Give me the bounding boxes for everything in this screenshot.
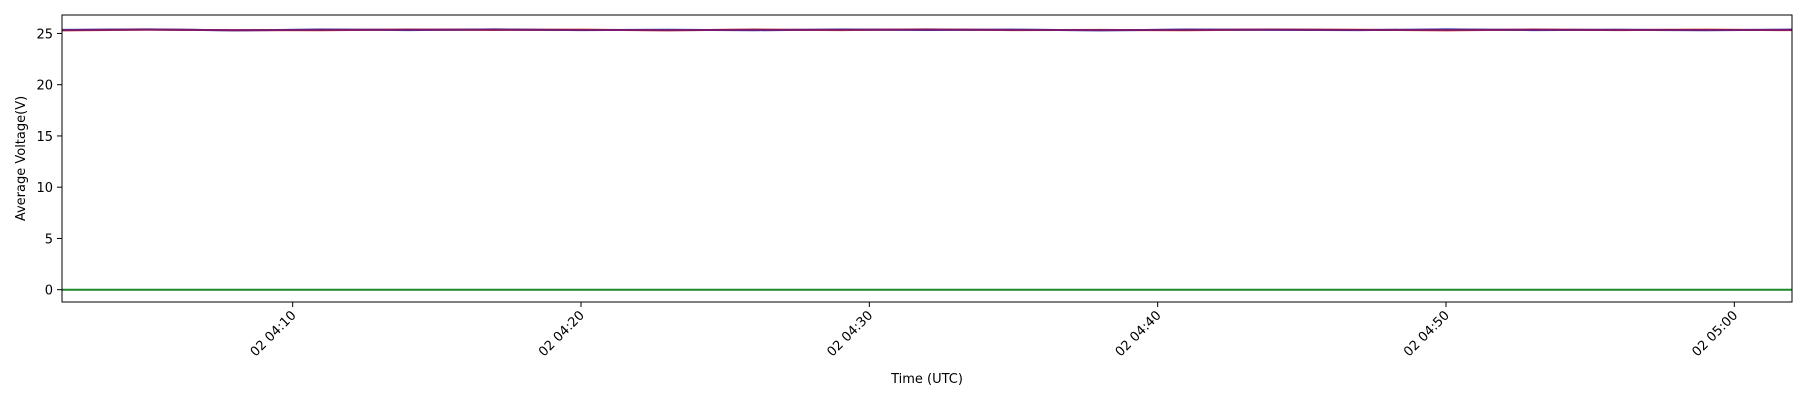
y-tick-label: 15 [36,130,53,145]
y-tick-label: 10 [36,181,53,196]
y-axis-title: Average Voltage(V) [14,96,29,221]
x-tick-label: 02 04:40 [1113,308,1165,360]
series-lines [61,28,1793,291]
x-tick-label: 02 04:50 [1401,308,1453,360]
x-tick-label: 02 04:10 [248,308,300,360]
plot-frame [61,14,1793,303]
y-axis-ticks: 0 5 10 15 20 25 [36,27,62,299]
x-tick-label: 02 04:20 [536,308,588,360]
y-tick-label: 5 [45,232,53,247]
x-axis-title: Time (UTC) [890,372,963,387]
y-tick-label: 25 [36,27,53,42]
x-tick-label: 02 04:30 [824,308,876,360]
y-tick-label: 20 [36,79,53,94]
x-tick-label: 02 05:00 [1689,308,1741,360]
x-axis-ticks: 02 04:10 02 04:20 02 04:30 02 04:40 02 04:50… [248,302,1741,360]
y-tick-label: 0 [45,284,53,299]
series-line-3 [61,28,1793,32]
